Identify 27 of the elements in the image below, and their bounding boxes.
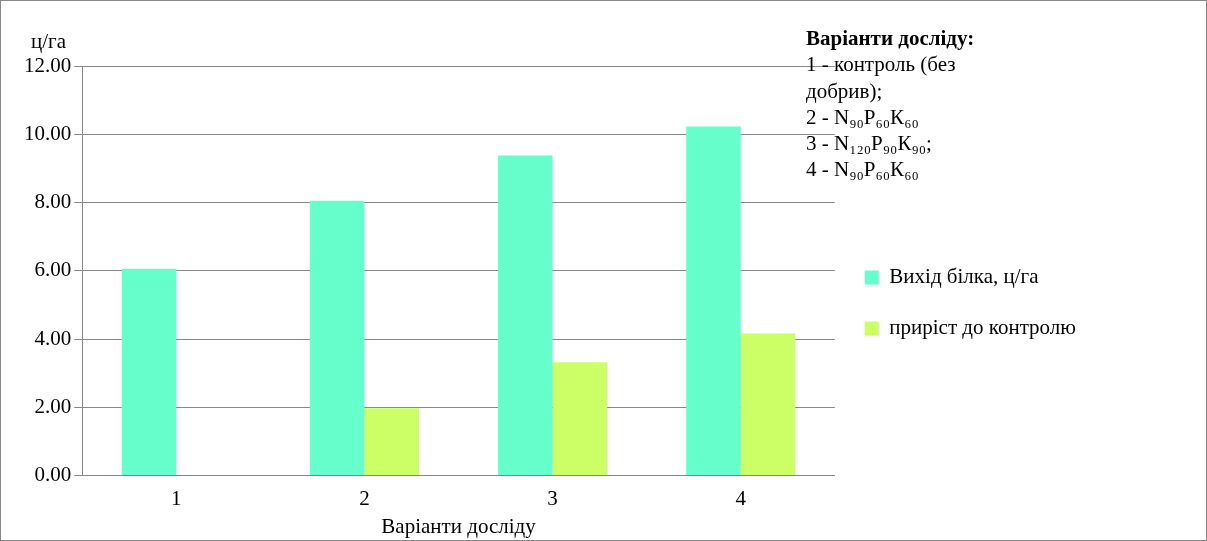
x-axis-title: Варіанти досліду — [381, 513, 537, 538]
y-tick-label: 4.00 — [34, 325, 72, 350]
legend-label: приріст до контролю — [889, 315, 1077, 340]
x-tick-label: 1 — [171, 485, 182, 510]
x-tick-label: 3 — [547, 485, 558, 510]
bar — [498, 155, 553, 476]
legend-label: Вихід білка, ц/га — [889, 264, 1040, 289]
x-tick-label: 4 — [735, 485, 747, 510]
annotation: 4 - N₉₀P₆₀К₆₀ — [806, 156, 920, 183]
bar — [740, 333, 796, 476]
bar — [686, 126, 741, 476]
y-tick-label: 12.00 — [24, 52, 72, 77]
bar — [309, 200, 365, 476]
y-tick-label: 10.00 — [24, 120, 72, 145]
annotation: 1 - контроль (без добрив); — [806, 51, 957, 104]
text: Варіанти досліду: — [806, 25, 976, 52]
y-axis-title: ц/га — [31, 29, 67, 54]
annotation: 2 - N₉₀P₆₀К₆₀ — [806, 103, 920, 130]
y-tick-label: 6.00 — [34, 257, 72, 282]
x-tick-label: 2 — [359, 485, 370, 510]
annotation: 3 - N₁₂₀P₉₀К₉₀; — [806, 130, 933, 157]
bar — [552, 362, 608, 476]
y-tick-label: 0.00 — [34, 462, 72, 487]
bar — [364, 408, 420, 476]
y-tick-label: 2.00 — [34, 393, 72, 418]
bar — [121, 268, 177, 476]
y-tick-label: 8.00 — [34, 189, 72, 214]
